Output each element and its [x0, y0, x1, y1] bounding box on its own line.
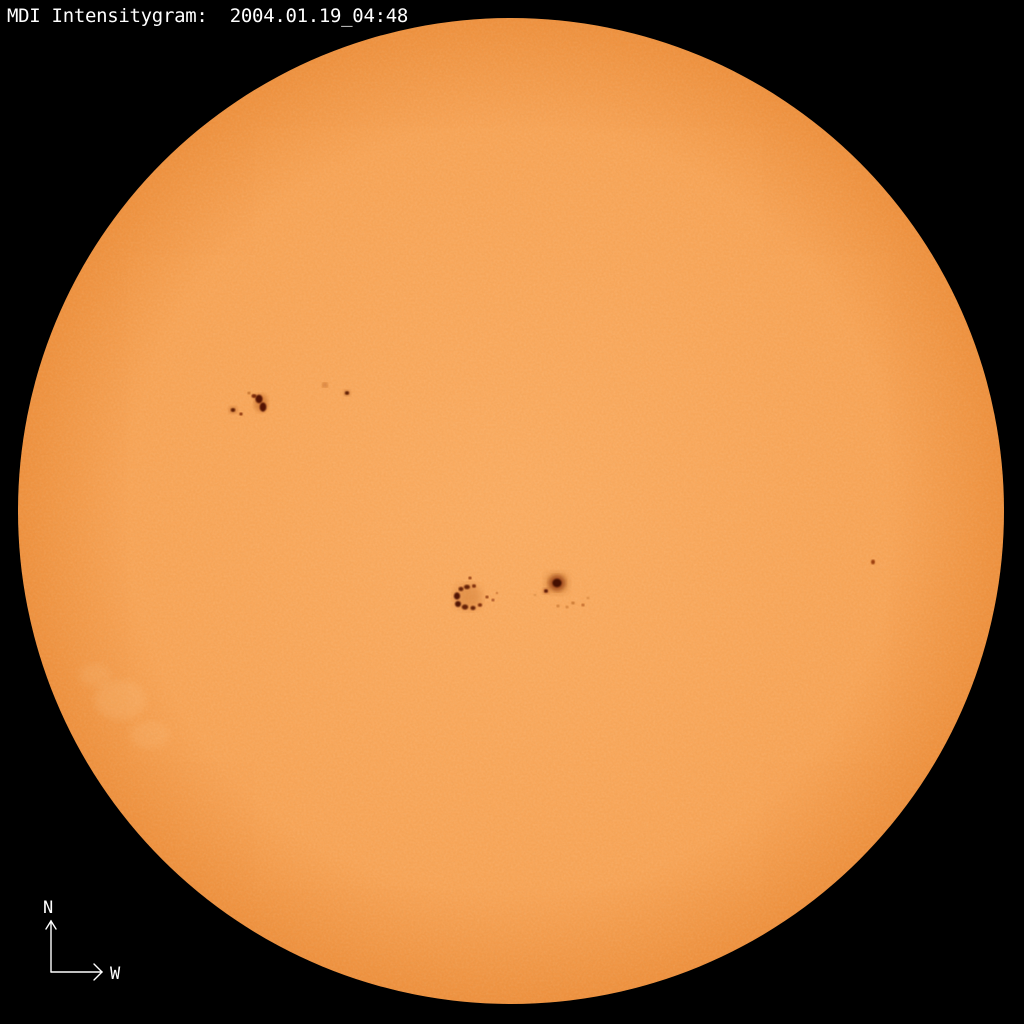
compass-north-label: N: [43, 898, 53, 918]
sunspot-tiny-east-limb: [871, 559, 875, 565]
sunspot-round-umbra: [552, 578, 562, 588]
sunspot-pore-core: [344, 391, 350, 395]
sunspot-ring-bottomright: [470, 605, 476, 611]
sunspot-ring-detached-dot: [468, 576, 472, 580]
sunspot-ring-left: [453, 592, 461, 600]
sunspot-speck-2: [565, 605, 569, 609]
sunspot-group-a-hook: [251, 394, 257, 398]
sunspot-ring-east-dot2: [491, 598, 495, 602]
sunspot-speck-5: [586, 596, 590, 600]
sunspot-ring-top: [464, 584, 470, 590]
sunspot-group-a-west-core: [230, 408, 236, 412]
compass-west-label: W: [110, 964, 121, 984]
sunspot-speck-3: [571, 601, 575, 605]
sunspot-ring-topright: [472, 584, 476, 588]
sunspot-ring-bottom: [461, 604, 469, 610]
sunspot-pore-faint: [322, 382, 328, 388]
sunspot-ring-east-dot1: [485, 595, 489, 599]
image-title: MDI Intensitygram: 2004.01.19_04:48: [7, 5, 409, 27]
sunspot-group-a-umbra-upper: [255, 394, 263, 404]
compass-north-arrow-icon: [45, 919, 57, 973]
sunspot-ring-east-dot3: [495, 591, 499, 595]
sunspot-features: [79, 382, 875, 749]
sunspot-ring-bottomleft: [455, 601, 461, 607]
sunspot-satellite-core: [544, 589, 548, 593]
sunspot-speck-1: [556, 604, 560, 608]
sunspot-group-a-umbra-lower: [259, 402, 267, 412]
sunspot-group-a-faint-dot: [247, 391, 251, 395]
sunspot-group-a-dot: [239, 412, 243, 416]
orientation-compass: N W: [43, 898, 121, 984]
sunspot-speck-4: [581, 603, 585, 607]
facula-patch-1: [94, 680, 146, 720]
compass-west-arrow-icon: [50, 963, 103, 981]
sunspot-speck-6: [533, 593, 537, 597]
facula-patch-3: [79, 663, 111, 687]
sunspot-ring-tail: [477, 603, 483, 607]
facula-patch-2: [130, 721, 170, 749]
sunspot-ring-topleft: [458, 586, 464, 592]
